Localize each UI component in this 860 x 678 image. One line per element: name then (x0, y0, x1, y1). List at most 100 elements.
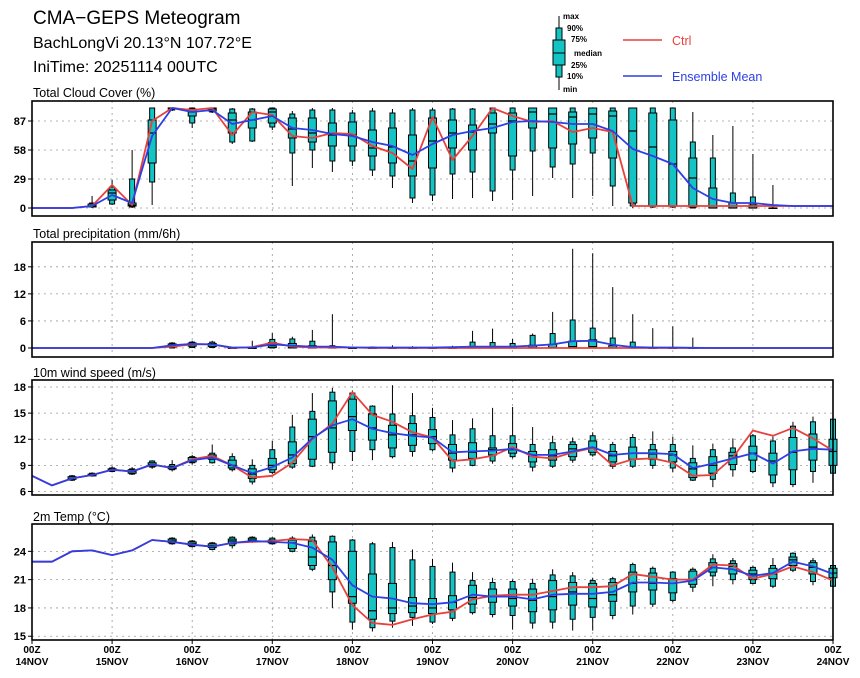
cloud-p25-p75-box (688, 157, 698, 208)
temp-p25-p75-box (648, 572, 658, 591)
xtick-time-label: 00Z (184, 645, 201, 656)
temp-box-plot (648, 566, 658, 607)
temp-box-plot (608, 576, 618, 620)
cloud-box-plot (488, 107, 498, 201)
init-time-label: IniTime: 20251114 00UTC (33, 59, 218, 76)
wind-box-plot (508, 407, 518, 459)
wind-box-plot (588, 432, 598, 457)
cloud-box-plot (428, 108, 437, 201)
temp-box-plot (387, 541, 397, 628)
temp-p25-p75-box (588, 582, 598, 608)
cloud-frame (31, 100, 834, 217)
precip-ytick-label: 6 (20, 316, 26, 328)
cloud-mean-line (32, 107, 833, 209)
cloud-box-plot (688, 112, 698, 209)
legend: max 90% 75% median 25% 10% min Ctrl Ense… (552, 12, 762, 94)
cloud-box-plot (347, 110, 357, 166)
cloud-box-plot (548, 107, 558, 178)
temp-box-plot (628, 562, 638, 615)
cloud-box-plot (648, 107, 658, 208)
legend-p75-label: 75% (571, 35, 587, 44)
cloud-box-plot (668, 107, 678, 208)
wind-box-plot (347, 390, 357, 462)
wind-box-plot (307, 393, 317, 468)
cloud-box-plot (387, 109, 397, 188)
xtick-date-label: 16NOV (176, 657, 209, 668)
temp-box-plot (407, 549, 417, 626)
cloud-ytick-label: 0 (20, 203, 26, 215)
precip-box-plot (608, 287, 618, 349)
cloud-ctrl-line (32, 107, 833, 209)
xtick-date-label: 17NOV (256, 657, 289, 668)
cloud-p25-p75-box (548, 107, 558, 149)
cloud-p25-p75-box (468, 124, 478, 151)
legend-p10-label: 10% (567, 72, 583, 81)
xtick-date-label: 21NOV (576, 657, 609, 668)
temp-ytick-label: 21 (14, 575, 26, 587)
wind-box-plot (207, 444, 217, 464)
xtick-time-label: 00Z (504, 645, 521, 656)
temp-box-plot (428, 558, 437, 624)
wind-box-plot (688, 445, 698, 482)
temp-box-plot (468, 572, 478, 615)
temp-panel: 15 18 21 24 (14, 523, 838, 643)
xtick-date-label: 22NOV (656, 657, 689, 668)
cloud-p25-p75-box (147, 119, 157, 164)
wind-box-plot (548, 435, 558, 468)
cloud-ytick-label: 87 (14, 116, 26, 128)
wind-box-plot (528, 427, 538, 472)
precip-box-plot (648, 328, 658, 349)
wind-ytick-label: 6 (20, 487, 26, 499)
xtick-date-label: 14NOV (16, 657, 49, 668)
xtick-time-label: 00Z (824, 645, 841, 656)
cloud-ytick-label: 58 (14, 145, 26, 157)
xtick-time-label: 00Z (264, 645, 281, 656)
temp-p10-p90-box (429, 565, 436, 623)
cloud-panel-title: Total Cloud Cover (%) (33, 86, 155, 100)
cloud-ytick-label: 29 (14, 174, 26, 186)
xtick-time-label: 00Z (23, 645, 40, 656)
xtick-date-label: 15NOV (96, 657, 129, 668)
xtick-date-label: 24NOV (817, 657, 850, 668)
temp-box-plot (548, 569, 558, 629)
legend-mean-label: Ensemble Mean (672, 70, 762, 84)
xtick-time-label: 00Z (664, 645, 681, 656)
wind-box-plot (428, 407, 437, 452)
temp-box-plot (508, 579, 518, 630)
wind-box-plot (788, 421, 798, 488)
cloud-box-plot (468, 108, 478, 198)
cloud-p25-p75-box (648, 112, 658, 207)
temp-p10-p90-box (409, 559, 416, 618)
cloud-box-plot (588, 107, 598, 196)
wind-p25-p75-box (688, 462, 698, 479)
precip-box-plot (628, 314, 638, 349)
temp-p25-p75-box (347, 550, 357, 604)
wind-mean-line (31, 418, 834, 487)
precip-frame (31, 241, 834, 358)
wind-box-plot (708, 443, 718, 488)
precip-panel-title: Total precipitation (mm/6h) (33, 227, 180, 241)
legend-boxplot-glyph (552, 16, 566, 90)
cloud-panel: 0 29 58 87 (14, 100, 834, 217)
cloud-box-plot (287, 111, 297, 186)
precip-panel: 0 6 12 18 (14, 241, 834, 358)
cloud-box-plot (748, 154, 758, 209)
precip-box-plot (688, 337, 698, 349)
xtick-date-label: 18NOV (336, 657, 369, 668)
legend-ctrl-label: Ctrl (672, 34, 691, 48)
wind-box-plot (628, 434, 638, 468)
precip-box-plot (267, 333, 277, 349)
chart-title: CMA−GEPS Meteogram (33, 8, 241, 29)
temp-box-plot (568, 572, 578, 631)
xtick-time-label: 00Z (344, 645, 361, 656)
precip-ytick-label: 18 (14, 262, 26, 274)
legend-min-label: min (563, 85, 577, 94)
temp-p25-p75-box (668, 578, 678, 594)
cloud-p25-p75-box (508, 112, 518, 157)
legend-p90-label: 90% (567, 24, 583, 33)
cloud-box-plot (728, 126, 738, 209)
cloud-p25-p75-box (528, 107, 538, 129)
cloud-p25-p75-box (488, 112, 498, 134)
precip-box-plot (327, 314, 337, 349)
